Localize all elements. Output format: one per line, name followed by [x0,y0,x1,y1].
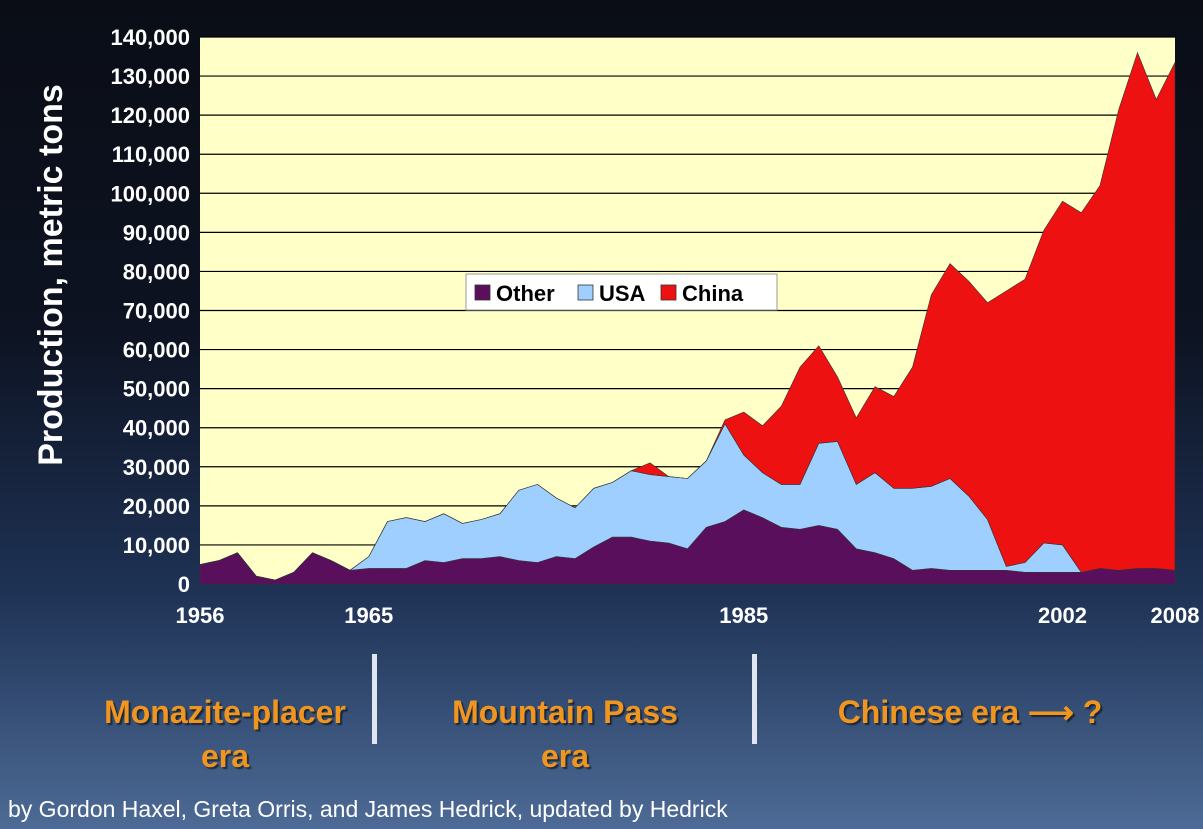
stacked-areas [199,51,1176,585]
area-china [199,51,1176,581]
legend-label-usa: USA [599,281,646,306]
y-tick-label: 140,000 [110,25,190,50]
x-tick-label: 1956 [176,603,225,628]
legend-swatch-usa [577,284,594,301]
legend: Other USA China [465,273,778,311]
legend-swatch-china [660,284,677,301]
legend-swatch-other [474,284,491,301]
gridlines [200,36,1175,546]
era-label-chinese: Chinese era ⟶ ? [790,690,1150,734]
era-label-mountain-pass: Mountain Pass era [420,690,710,778]
era-label-chinese-line1: Chinese era ⟶ ? [837,694,1103,730]
credit-line: by Gordon Haxel, Greta Orris, and James … [8,796,728,822]
era-separator-1965 [372,654,377,744]
y-tick-label: 110,000 [112,142,190,167]
y-tick-label: 90,000 [123,220,190,245]
era-label-monazite-line1: Monazite-placer [104,694,346,730]
era-label-monazite: Monazite-placer era [80,690,370,778]
y-tick-label: 100,000 [110,181,190,206]
legend-box [465,273,778,311]
x-tick-label: 1985 [719,603,768,628]
y-tick-label: 70,000 [123,299,190,324]
y-tick-label: 40,000 [123,416,190,441]
y-tick-label: 120,000 [110,103,190,128]
legend-label-other: Other [496,281,555,306]
era-label-mountain-line2: era [540,738,590,774]
y-tick-label: 60,000 [123,338,190,363]
x-axis-ticks: 1956 1965 1985 2002 2008 [176,603,1200,628]
y-axis-ticks: 0 10,000 20,000 30,000 40,000 50,000 60,000 70,… [110,25,190,597]
y-tick-label: 20,000 [123,494,190,519]
y-tick-label: 130,000 [110,64,190,89]
x-tick-label: 2002 [1038,603,1087,628]
y-tick-label: 0 [178,572,190,597]
y-tick-label: 30,000 [123,455,190,480]
era-separator-1985 [752,654,757,744]
legend-label-china: China [682,281,744,306]
era-label-mountain-line1: Mountain Pass [452,694,678,730]
y-axis-label: Production, metric tons [32,84,70,466]
x-tick-label: 1965 [344,603,393,628]
y-tick-label: 80,000 [123,259,190,284]
y-tick-label: 50,000 [123,377,190,402]
x-tick-label: 2008 [1151,603,1200,628]
era-label-monazite-line2: era [200,738,250,774]
y-tick-label: 10,000 [123,533,190,558]
